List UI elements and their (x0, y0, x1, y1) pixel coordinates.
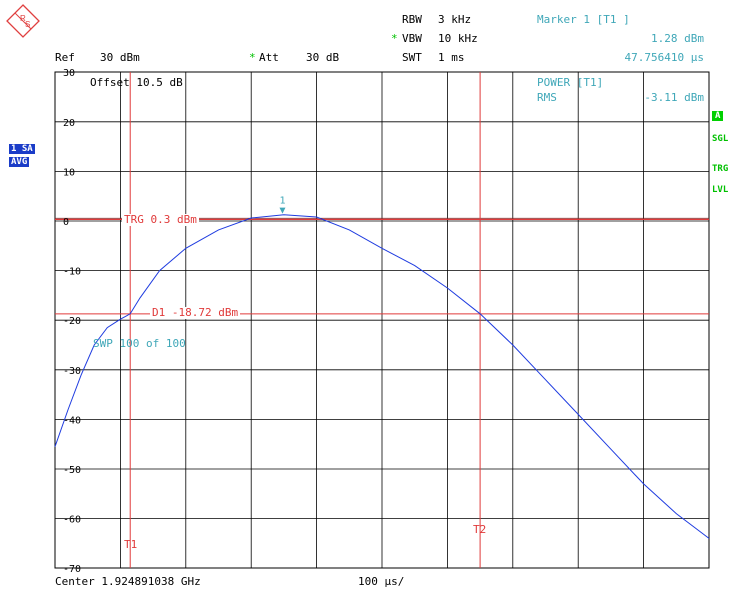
side-a-badge: A (712, 111, 724, 121)
rms-label: RMS (537, 91, 557, 104)
y-tick-label: 30 (63, 68, 75, 79)
trg-level-label: TRG 0.3 dBm (122, 213, 199, 226)
ref-value: 30 dBm (100, 51, 140, 64)
y-tick-label: -70 (63, 564, 81, 575)
offset-text: Offset 10.5 dB (90, 76, 183, 89)
marker-title: Marker 1 [T1 ] (537, 13, 630, 26)
svg-text:S: S (25, 20, 30, 29)
y-tick-label: -60 (63, 515, 81, 526)
att-star: * (249, 51, 256, 64)
power-label: POWER [T1] (537, 76, 604, 89)
rms-value: -3.11 dBm (644, 91, 704, 104)
swt-label: SWT (402, 51, 422, 64)
rohde-schwarz-logo: R S (6, 4, 40, 38)
trace-avg-badge: AVG (9, 157, 30, 167)
y-tick-label: 0 (63, 217, 69, 228)
time-per-division: 100 µs/ (358, 575, 405, 588)
side-trg-label: TRG (712, 164, 729, 174)
grid (54, 71, 710, 569)
swt-value: 1 ms (438, 51, 465, 64)
y-tick-label: 10 (63, 167, 75, 178)
vbw-value: 10 kHz (438, 32, 478, 45)
vbw-star: * (391, 32, 398, 45)
vbw-label: VBW (402, 32, 422, 45)
sweep-count: SWP 100 of 100 (93, 337, 186, 350)
y-tick-label: -20 (63, 316, 81, 327)
y-tick-labels: 30 20 10 0 -10 -20 -30 -40 -50 -60 -70 (63, 68, 81, 575)
trace (54, 214, 710, 539)
att-label: Att (259, 51, 279, 64)
marker: 1 (279, 196, 285, 214)
y-tick-label: 20 (63, 118, 75, 129)
t1-label: T1 (124, 538, 138, 551)
trace-1-sa-badge: 1 SA (9, 144, 35, 154)
d1-level-label: D1 -18.72 dBm (150, 306, 241, 319)
side-lvl-label: LVL (712, 185, 729, 195)
marker-level: 1.28 dBm (651, 32, 704, 45)
center-frequency: Center 1.924891038 GHz (55, 575, 201, 588)
ref-label: Ref (55, 51, 75, 64)
rbw-label: RBW (402, 13, 422, 26)
y-tick-label: -30 (63, 366, 81, 377)
y-tick-label: -50 (63, 465, 81, 476)
att-value: 30 dB (306, 51, 340, 64)
svg-text:R: R (20, 14, 26, 23)
marker-number: 1 (279, 196, 285, 207)
y-tick-label: -10 (63, 267, 81, 278)
y-tick-label: -40 (63, 415, 81, 426)
marker-time: 47.756410 µs (624, 51, 704, 64)
marker-triangle (279, 207, 286, 214)
rbw-value: 3 kHz (438, 13, 472, 26)
trace-line (54, 214, 710, 539)
side-sgl-label: SGL (712, 134, 729, 144)
t2-label: T2 (473, 523, 487, 536)
